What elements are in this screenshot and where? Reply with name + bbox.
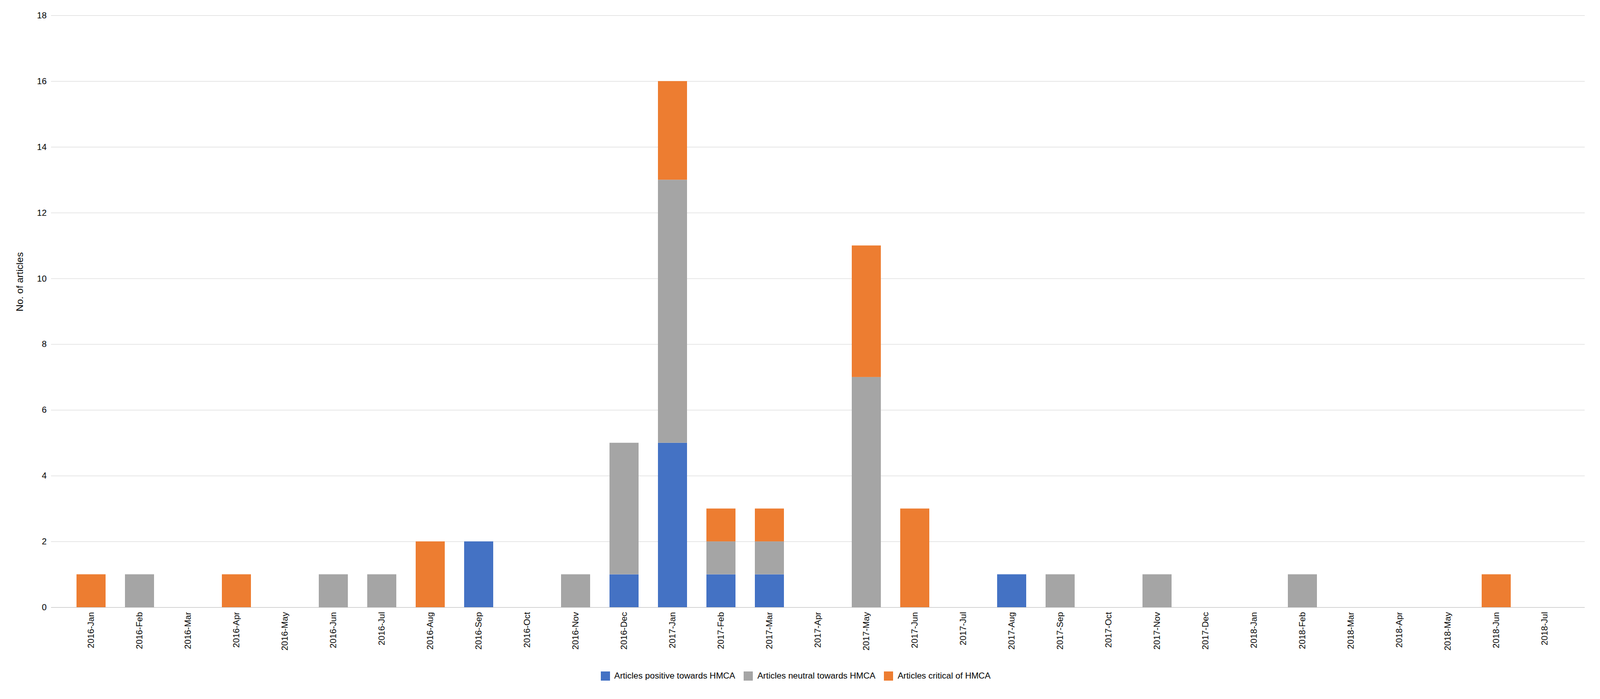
svg-text:4: 4: [41, 470, 47, 481]
svg-text:2018-Jan: 2018-Jan: [1249, 612, 1259, 649]
html-text:Articles neutral towards HMCA: Articles neutral towards HMCA: [757, 670, 876, 681]
svg-text:2017-Oct: 2017-Oct: [1103, 611, 1114, 648]
svg-text:2017-Jan: 2017-Jan: [667, 612, 678, 649]
svg-text:2018-May: 2018-May: [1442, 611, 1453, 651]
svg-text:2016-Mar: 2016-Mar: [183, 611, 193, 649]
svg-text:2017-Feb: 2017-Feb: [716, 612, 726, 650]
svg-text:2017-Dec: 2017-Dec: [1200, 611, 1211, 650]
svg-text:2017-Sep: 2017-Sep: [1055, 612, 1065, 650]
svg-text:2018-Jun: 2018-Jun: [1491, 612, 1502, 649]
svg-text:2017-Aug: 2017-Aug: [1006, 612, 1017, 650]
svg-text:2016-Apr: 2016-Apr: [231, 611, 242, 648]
svg-text:2017-May: 2017-May: [861, 611, 872, 651]
svg-text:2017-Jul: 2017-Jul: [958, 612, 969, 646]
svg-text:2016-Aug: 2016-Aug: [425, 612, 436, 650]
svg-text:2016-May: 2016-May: [280, 611, 290, 651]
svg-text:8: 8: [41, 339, 47, 349]
svg-text:2016-Feb: 2016-Feb: [134, 612, 145, 650]
svg-text:10: 10: [37, 273, 47, 284]
svg-text:12: 12: [37, 208, 47, 218]
svg-text:14: 14: [37, 142, 47, 152]
svg-text:2018-Apr: 2018-Apr: [1394, 611, 1405, 648]
svg-text:2016-Jul: 2016-Jul: [376, 612, 387, 646]
svg-text:16: 16: [37, 76, 47, 87]
svg-text:2018-Jul: 2018-Jul: [1539, 612, 1550, 646]
svg-text:2016-Sep: 2016-Sep: [473, 612, 484, 650]
svg-text:2017-Jun: 2017-Jun: [909, 612, 920, 649]
html-text:Articles critical of HMCA: Articles critical of HMCA: [897, 670, 991, 681]
svg-text:2016-Nov: 2016-Nov: [570, 611, 581, 650]
svg-text:18: 18: [37, 10, 47, 21]
svg-text:2016-Oct: 2016-Oct: [522, 611, 532, 648]
svg-text:No. of articles: No. of articles: [14, 251, 25, 312]
svg-text:2017-Apr: 2017-Apr: [813, 611, 823, 648]
svg-text:2017-Mar: 2017-Mar: [764, 611, 775, 649]
html-text:Articles positive towards HMCA: Articles positive towards HMCA: [614, 670, 736, 681]
svg-text:2017-Nov: 2017-Nov: [1152, 611, 1162, 650]
svg-text:2016-Jan: 2016-Jan: [86, 612, 96, 649]
svg-text:2: 2: [41, 536, 47, 547]
svg-text:0: 0: [41, 602, 47, 613]
svg-text:2016-Jun: 2016-Jun: [328, 612, 339, 649]
svg-text:6: 6: [41, 404, 47, 415]
svg-text:2018-Mar: 2018-Mar: [1345, 611, 1356, 649]
svg-text:2018-Feb: 2018-Feb: [1297, 612, 1308, 650]
svg-text:2016-Dec: 2016-Dec: [619, 611, 629, 650]
